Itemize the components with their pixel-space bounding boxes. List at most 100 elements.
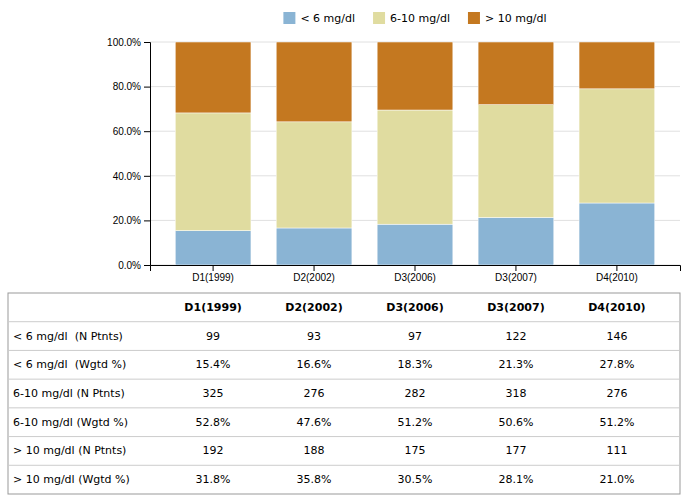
- table-cell: 175: [405, 444, 426, 457]
- table-cell: 111: [606, 444, 627, 457]
- bar: [377, 110, 453, 224]
- table-border: [8, 293, 680, 494]
- tick-label: D4(2010): [596, 272, 638, 283]
- legend-swatch: [373, 12, 385, 24]
- table-row-label: > 10 mg/dl (N Ptnts): [13, 444, 126, 457]
- table-cell: 30.5%: [398, 473, 433, 486]
- legend-item: 6-10 mg/dl: [373, 12, 450, 25]
- table: D1(1999)D2(2002)D3(2006)D3(2007)D4(2010)…: [8, 293, 680, 494]
- table-cell: 192: [203, 444, 224, 457]
- table-rule: [8, 465, 680, 466]
- tick-label: D2(2002): [293, 272, 335, 283]
- table-header: D1(1999): [184, 301, 241, 314]
- table-cell: 97: [408, 330, 422, 343]
- tick: D4(2010): [596, 265, 638, 283]
- tick: 40.0%: [113, 171, 150, 182]
- bar: [175, 231, 251, 265]
- table-cell: 35.8%: [297, 473, 332, 486]
- tick: 100.0%: [107, 37, 150, 48]
- tick-label: 80.0%: [113, 81, 141, 92]
- table-rule: [8, 321, 680, 322]
- y-axis: 0.0% 20.0% 40.0% 60.0% 80.0% 100.0%: [107, 37, 150, 271]
- tick-mark: [314, 265, 315, 271]
- tick: 0.0%: [118, 260, 150, 271]
- legend-swatch: [468, 12, 480, 24]
- table-cell: 99: [206, 330, 220, 343]
- tick-mark: [616, 265, 617, 271]
- table-header: D2(2002): [285, 301, 342, 314]
- table-cell: 276: [304, 387, 325, 400]
- table-cell: 27.8%: [599, 358, 634, 371]
- table-cell: 276: [606, 387, 627, 400]
- table-cell: 21.3%: [498, 358, 533, 371]
- tick-mark: [144, 265, 150, 266]
- x-axis: D1(1999) D2(2002) D3(2006) D3(2007) D4(2010): [151, 265, 681, 283]
- table-row-label: 6-10 mg/dl (Wgtd %): [13, 416, 128, 429]
- bar: [478, 105, 554, 218]
- table-cell: 52.8%: [196, 416, 231, 429]
- series: [175, 42, 655, 122]
- tick: D3(2007): [495, 265, 537, 283]
- table-cell: 50.6%: [498, 416, 533, 429]
- axis-line: [144, 43, 151, 266]
- tick-label: 40.0%: [113, 171, 141, 182]
- bar: [579, 42, 655, 89]
- bar: [276, 122, 352, 228]
- legend-item: > 10 mg/dl: [468, 12, 547, 25]
- legend-label: > 10 mg/dl: [485, 12, 547, 25]
- legend-swatch: [283, 12, 295, 24]
- table-cell: 188: [304, 444, 325, 457]
- table-rule: [8, 407, 680, 408]
- grid: [150, 42, 680, 265]
- tick: 60.0%: [113, 126, 150, 137]
- tick-mark: [144, 42, 150, 43]
- chart: 0.0% 20.0% 40.0% 60.0% 80.0% 100.0% D1(1999) D2…: [0, 0, 700, 500]
- table-cell: 18.3%: [398, 358, 433, 371]
- table-cell: 15.4%: [196, 358, 231, 371]
- tick-mark: [144, 220, 150, 221]
- bar: [377, 224, 453, 265]
- tick: 20.0%: [113, 215, 150, 226]
- tick-mark: [144, 87, 150, 88]
- bar: [175, 42, 251, 113]
- tick-label: 20.0%: [113, 215, 141, 226]
- tick-mark: [213, 265, 214, 271]
- table-rule: [8, 379, 680, 380]
- bars: [175, 42, 655, 265]
- tick-label: 0.0%: [118, 260, 141, 271]
- table-cell: 16.6%: [297, 358, 332, 371]
- axis-line: [151, 266, 681, 272]
- tick-label: 100.0%: [107, 37, 141, 48]
- table-cell: 31.8%: [196, 473, 231, 486]
- legend: < 6 mg/dl 6-10 mg/dl > 10 mg/dl: [283, 12, 546, 25]
- bar: [276, 228, 352, 265]
- tick-label: D3(2007): [495, 272, 537, 283]
- table-cell: 51.2%: [398, 416, 433, 429]
- tick: D2(2002): [293, 265, 335, 283]
- table-rule: [8, 350, 680, 351]
- table-row-label: 6-10 mg/dl (N Ptnts): [13, 387, 125, 400]
- table-cell: 51.2%: [599, 416, 634, 429]
- table-cell: 28.1%: [498, 473, 533, 486]
- tick-label: 60.0%: [113, 126, 141, 137]
- legend-item: < 6 mg/dl: [283, 12, 355, 25]
- bar: [478, 218, 554, 265]
- table-cell: 282: [405, 387, 426, 400]
- bar: [579, 89, 655, 203]
- table-cell: 122: [505, 330, 526, 343]
- table-cell: 146: [606, 330, 627, 343]
- tick-mark: [415, 265, 416, 271]
- tick-mark: [515, 265, 516, 271]
- table-cell: 325: [203, 387, 224, 400]
- tick-label: D3(2006): [394, 272, 436, 283]
- tick: D3(2006): [394, 265, 436, 283]
- table-cell: 318: [505, 387, 526, 400]
- tick-mark: [144, 176, 150, 177]
- bar: [377, 42, 453, 110]
- bar: [276, 42, 352, 122]
- tick: D1(1999): [192, 265, 234, 283]
- table-row-label: < 6 mg/dl (Wgtd %): [13, 358, 126, 371]
- table-header: D3(2006): [386, 301, 443, 314]
- table-cell: 21.0%: [599, 473, 634, 486]
- table-header: D3(2007): [487, 301, 544, 314]
